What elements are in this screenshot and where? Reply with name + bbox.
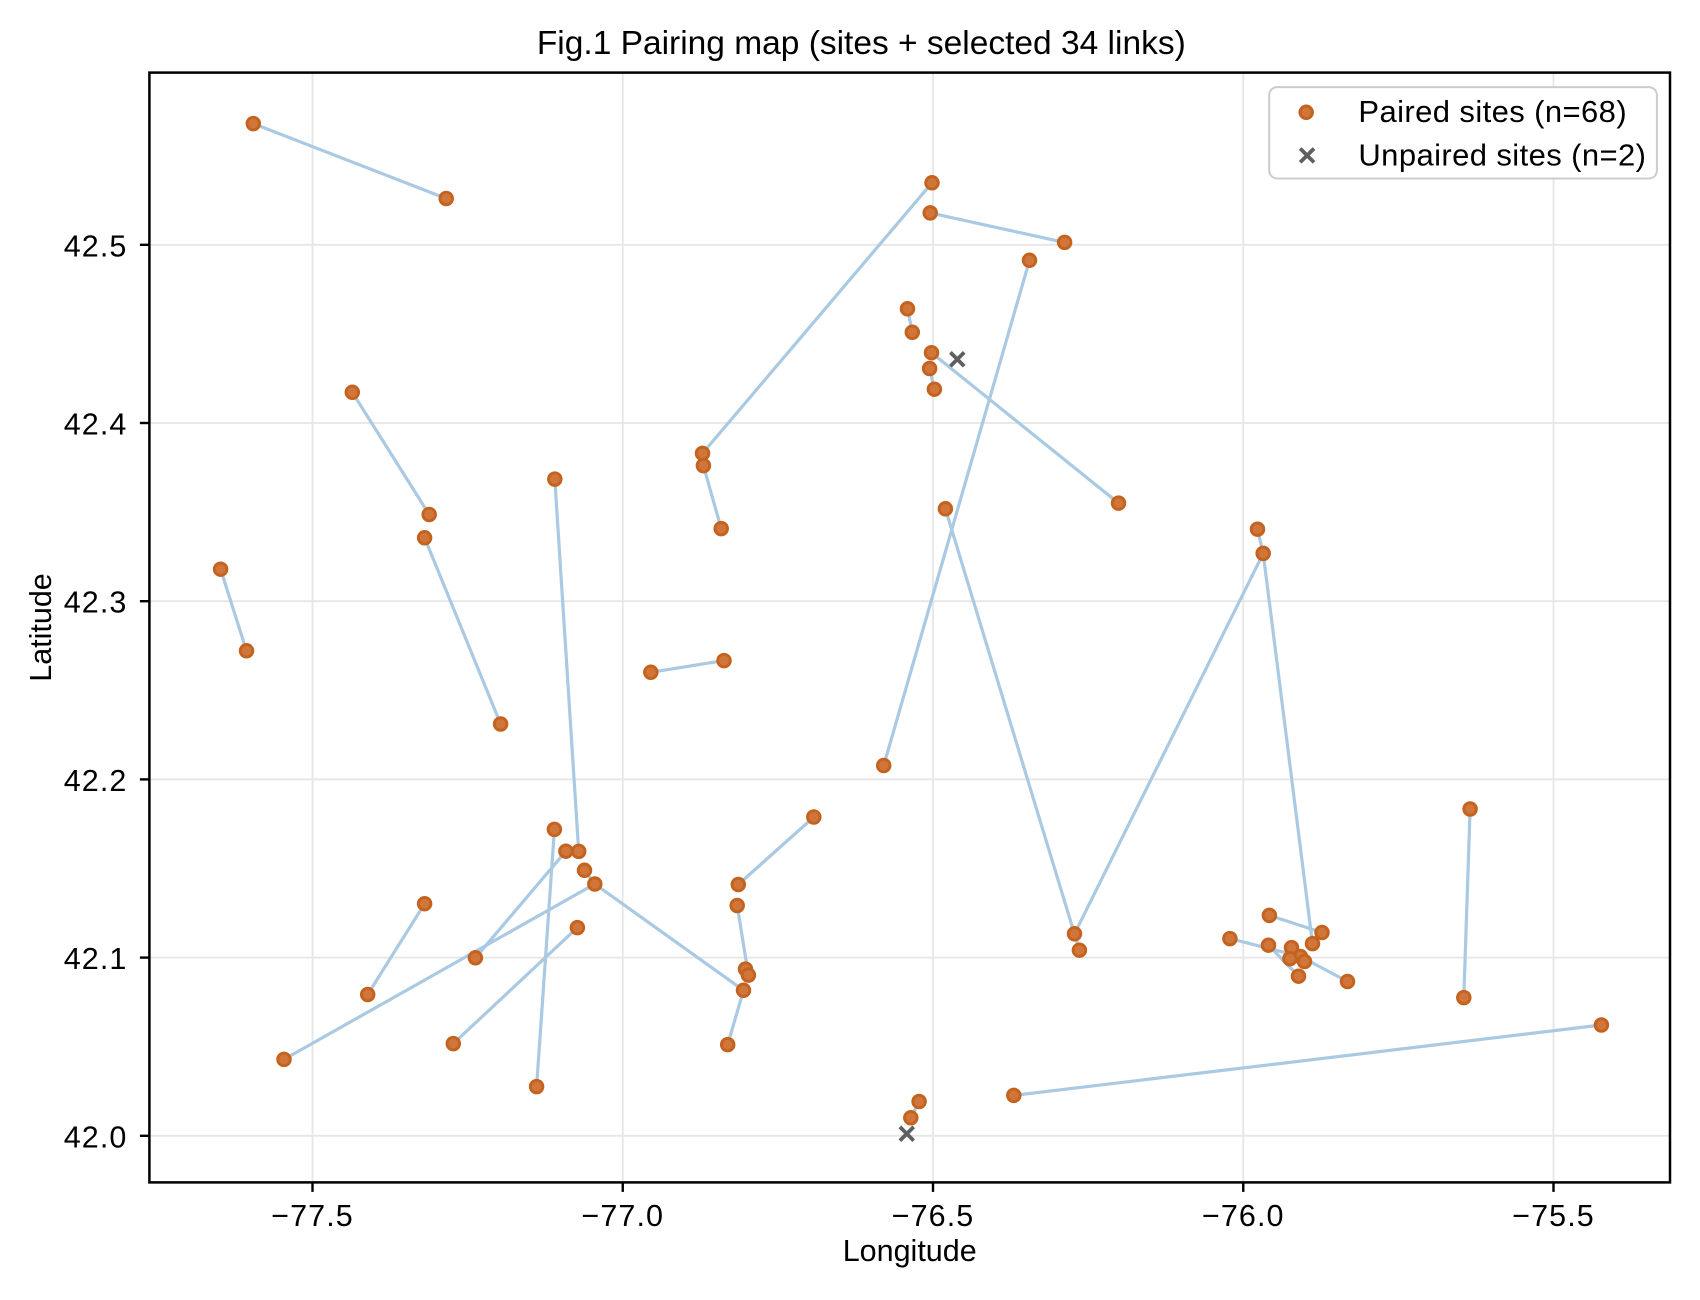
svg-text:42.2: 42.2 [64,764,128,798]
svg-text:42.3: 42.3 [64,586,128,620]
svg-text:Paired sites (n=68): Paired sites (n=68) [1358,94,1627,129]
svg-text:Unpaired sites (n=2): Unpaired sites (n=2) [1358,138,1646,173]
svg-text:Longitude: Longitude [843,1234,977,1268]
svg-text:−76.5: −76.5 [892,1199,975,1233]
svg-text:−77.5: −77.5 [271,1199,354,1233]
svg-text:−76.0: −76.0 [1202,1199,1285,1233]
svg-text:42.5: 42.5 [64,229,128,263]
svg-text:42.0: 42.0 [64,1120,128,1154]
svg-text:−77.0: −77.0 [581,1199,664,1233]
svg-text:Fig.1 Pairing map (sites + sel: Fig.1 Pairing map (sites + selected 34 l… [537,25,1186,62]
svg-text:−75.5: −75.5 [1512,1199,1595,1233]
svg-text:42.1: 42.1 [64,942,128,976]
svg-text:Latitude: Latitude [24,573,58,682]
svg-text:42.4: 42.4 [64,408,128,442]
